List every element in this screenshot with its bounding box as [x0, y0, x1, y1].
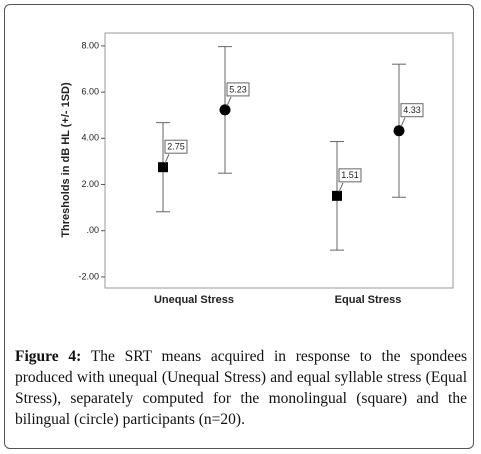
y-tick-label: 6.00 [81, 87, 99, 97]
data-label: 2.75 [167, 142, 185, 152]
label-leader [226, 96, 232, 107]
label-leader [164, 153, 170, 164]
marker [219, 104, 231, 116]
figure-frame [4, 4, 474, 449]
marker [158, 162, 168, 173]
y-tick-label: -2.00 [78, 271, 99, 281]
chart: Thresholds in dB HL (+/- 1SD) 8.00 6.00 4.… [60, 32, 454, 306]
label-box [226, 82, 250, 97]
marker [332, 190, 342, 201]
y-tick-label: 8.00 [81, 40, 99, 50]
label-leader [400, 117, 406, 127]
plot-frame [104, 32, 454, 289]
y-tick-label: .00 [86, 225, 99, 235]
label-box [338, 168, 362, 183]
y-axis-label: Thresholds in dB HL (+/- 1SD) [60, 82, 72, 238]
data-label: 1.51 [341, 170, 359, 180]
label-box [400, 103, 424, 118]
y-tick-label: 2.00 [81, 179, 99, 189]
caption-label: Figure 4: [15, 348, 82, 365]
label-leader [338, 182, 344, 193]
data-label: 5.23 [229, 84, 247, 94]
caption: Figure 4: The SRT means acquired in resp… [15, 346, 467, 430]
caption-text: The SRT means acquired in response to th… [15, 348, 467, 428]
label-box [164, 139, 188, 154]
y-tick-label: 4.00 [81, 133, 99, 143]
x-tick-label: Equal Stress [335, 294, 402, 306]
x-tick-label: Unequal Stress [154, 294, 234, 306]
data-label: 4.33 [403, 105, 421, 115]
marker [393, 125, 405, 137]
